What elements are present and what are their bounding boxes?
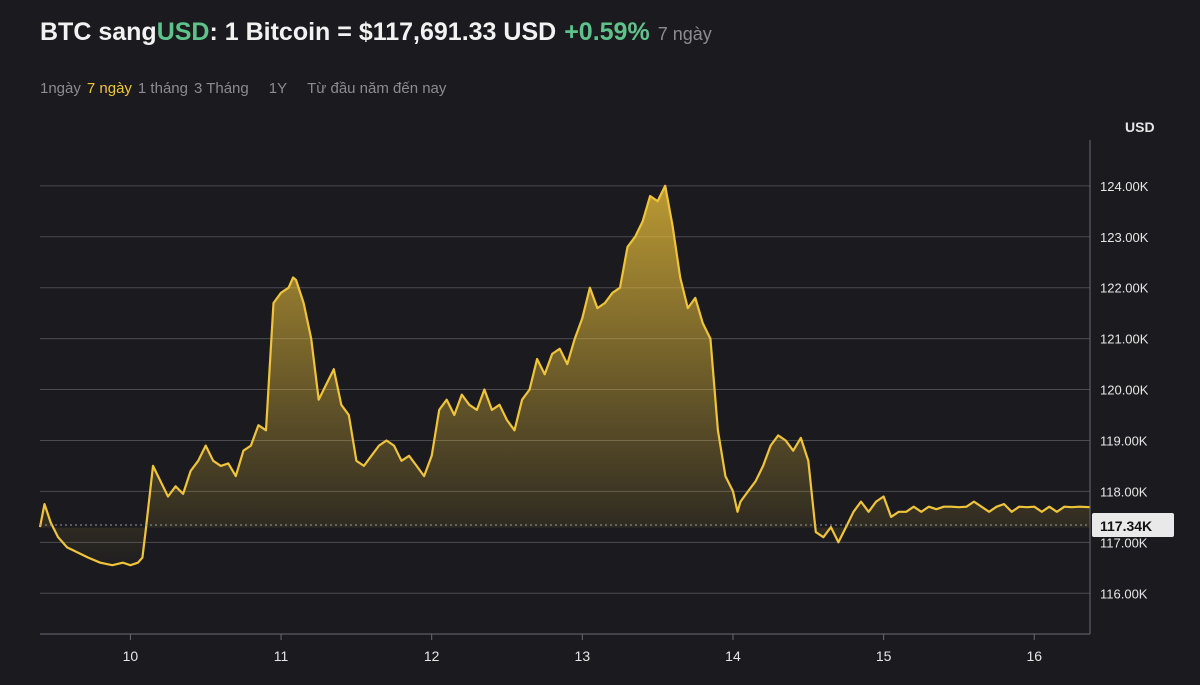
x-tick-label: 10 — [123, 648, 139, 664]
currency-link[interactable]: USD — [156, 18, 210, 46]
y-tick-label: 124.00K — [1100, 179, 1149, 194]
range-3m-button[interactable]: 3 Tháng — [193, 80, 249, 97]
series-line-path — [38, 184, 1091, 567]
reference-price-label: 117.34K — [1100, 518, 1152, 534]
y-tick-label: 120.00K — [1100, 383, 1149, 398]
price-change: +0.59% — [564, 18, 650, 46]
y-tick-label: 122.00K — [1100, 281, 1149, 296]
y-tick-label: 121.00K — [1100, 332, 1149, 347]
y-axis-title: USD — [1125, 119, 1155, 135]
y-tick-label: 123.00K — [1100, 230, 1149, 245]
y-tick-label: 117.00K — [1100, 535, 1148, 550]
x-tick-label: 16 — [1026, 648, 1042, 664]
reference-label-box — [1092, 513, 1174, 538]
range-ytd-button[interactable]: Từ đầu năm đến nay — [307, 80, 447, 97]
change-period: 7 ngày — [657, 24, 712, 44]
range-1m-button[interactable]: 1 tháng — [137, 80, 188, 97]
series-line — [38, 184, 1091, 567]
y-tick-label: 118.00K — [1100, 484, 1148, 499]
x-tick-label: 14 — [725, 648, 741, 664]
area-fill — [40, 185, 1090, 566]
x-tick-label: 15 — [876, 648, 892, 664]
y-tick-label: 116.00K — [1100, 586, 1148, 601]
rate-text: : 1 Bitcoin = $117,691.33 USD — [209, 18, 557, 46]
range-7d-button[interactable]: 7 ngày — [86, 80, 132, 97]
pair-prefix: BTC sang — [40, 18, 157, 46]
axes: 116.00K 117.00K 118.00K 119.00K 120.00K 121.0… — [40, 119, 1155, 664]
y-tick-label: 119.00K — [1100, 433, 1148, 448]
x-tick-label: 12 — [424, 648, 440, 664]
reference-line: 117.34K — [40, 513, 1174, 538]
range-1d-button[interactable]: 1ngày — [40, 80, 81, 97]
x-tick-label: 11 — [274, 648, 289, 664]
range-selector: 1ngày 7 ngày 1 tháng 3 Tháng 1Y Từ đầu n… — [40, 80, 446, 97]
page-title: BTC sang USD : 1 Bitcoin = $117,691.33 U… — [40, 18, 712, 47]
x-tick-label: 13 — [575, 648, 591, 664]
range-1y-button[interactable]: 1Y — [268, 80, 288, 97]
series-area — [40, 185, 1090, 566]
